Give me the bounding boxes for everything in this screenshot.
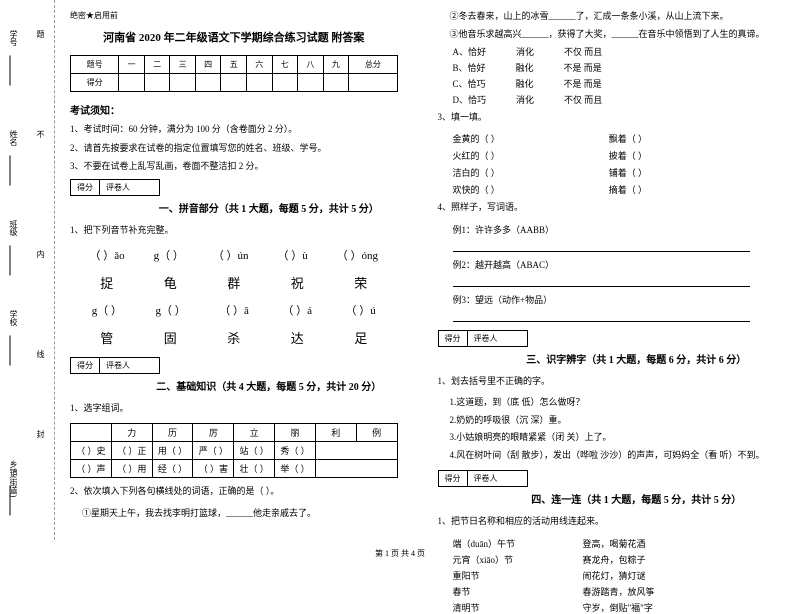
q2-3-stem: 3、填一填。 (438, 110, 766, 124)
connect-pair[interactable]: 重阳节闹花灯，猜灯谜 (453, 569, 766, 582)
sidebar-line (10, 486, 11, 516)
section-4-title: 四、连一连（共 1 大题，每题 5 分，共计 5 分） (508, 491, 766, 506)
grader-person: 评卷人 (100, 180, 136, 195)
notice-title: 考试须知： (70, 102, 398, 117)
grader-box: 得分 评卷人 (438, 470, 528, 487)
grader-box: 得分 评卷人 (70, 357, 160, 374)
notice-item: 1、考试时间：60 分钟，满分为 100 分（含卷面分 2 分）。 (70, 123, 398, 137)
option-b[interactable]: B、恰好融化不是 而是 (453, 61, 766, 74)
char-row-1: 捉 龟 群 祝 荣 (75, 273, 393, 292)
notice-item: 3、不要在试卷上乱写乱画，卷面不整洁扣 2 分。 (70, 160, 398, 174)
page-container: 绝密★启用前 河南省 2020 年二年级语文下学期综合练习试题 附答案 题号 一… (0, 0, 800, 540)
notice-item: 2、请首先按要求在试卷的指定位置填写您的姓名、班级、学号。 (70, 142, 398, 156)
answer-line[interactable] (453, 240, 751, 252)
fill-group: 金黄的（ ） 飘着（ ） 火红的（ ） 披着（ ） 洁白的（ ） 铺着（ ） 欢… (453, 132, 766, 200)
example-1: 例1：许许多多（AABB） (453, 223, 766, 236)
option-d[interactable]: D、恰巧消化不仅 而且 (453, 93, 766, 106)
q3-stem: 1、划去括号里不正确的字。 (438, 374, 766, 388)
connect-pair[interactable]: 春节春游踏青，放风筝 (453, 585, 766, 598)
q3-item[interactable]: 4.风在树叶间（刮 散步），发出（哗啦 沙沙）的声声，可妈妈全（看 听）不到。 (450, 449, 766, 463)
q2-2-line3: ③他音乐求越高兴______，获得了大奖，______在音乐中领悟到了人生的真谛… (450, 28, 766, 42)
q2-2-line2: ②冬去春来，山上的冰雪______了，汇成一条条小溪，从山上流下来。 (450, 10, 766, 24)
q2-1-stem: 1、选字组词。 (70, 401, 398, 415)
exam-title: 河南省 2020 年二年级语文下学期综合练习试题 附答案 (70, 29, 398, 45)
answer-line[interactable] (453, 275, 751, 287)
right-column: ②冬去春来，山上的冰雪______了，汇成一条条小溪，从山上流下来。 ③他音乐求… (418, 10, 781, 540)
option-a[interactable]: A、恰好消化不仅 而且 (453, 45, 766, 58)
sidebar-label-school: 学校 (8, 310, 19, 326)
score-header-row: 题号 一 二 三 四 五 六 七 八 九 总分 (71, 56, 398, 74)
sidebar-line (10, 246, 11, 276)
sidebar-label-name: 姓名 (8, 130, 19, 146)
char-row-2: 管 固 杀 达 足 (75, 328, 393, 347)
q2-4-stem: 4、照样子，写词语。 (438, 200, 766, 214)
q3-item[interactable]: 2.奶奶的呼吸很（沉 深）重。 (450, 414, 766, 428)
secret-label: 绝密★启用前 (70, 10, 398, 21)
example-3: 例3：望远（动作+物品） (453, 293, 766, 306)
answer-line[interactable] (453, 310, 751, 322)
sidebar-mark: 线 (35, 350, 46, 358)
example-2: 例2：越开越高（ABAC） (453, 258, 766, 271)
pinyin-row-1: （ ）ǎo g（ ） （ ）ún （ ）ù （ ）óng (75, 247, 393, 263)
sidebar-label-id: 学号 (8, 30, 19, 46)
sidebar-label-class: 班级 (8, 220, 19, 236)
section-3-title: 三、识字辨字（共 1 大题，每题 6 分，共计 6 分） (508, 351, 766, 366)
sidebar-mark: 封 (35, 430, 46, 438)
q1-stem: 1、把下列音节补充完整。 (70, 223, 398, 237)
q2-2-line1: ①星期天上午，我去找李明打篮球，______他走亲戚去了。 (82, 507, 398, 521)
score-table: 题号 一 二 三 四 五 六 七 八 九 总分 得分 (70, 55, 398, 92)
connect-pair[interactable]: 清明节守岁，倒贴"福"字 (453, 601, 766, 614)
char-select-table: 力 历 厉 立 丽 利 例 （ ）史 （ ）正 用（ ） 严（ ） 站（ ） 秀… (70, 423, 398, 478)
sidebar-mark: 内 (35, 250, 46, 258)
q4-stem: 1、把节日名称和相应的活动用线连起来。 (438, 514, 766, 528)
page-footer: 第 1 页 共 4 页 (0, 548, 800, 559)
sidebar-line (10, 336, 11, 366)
binding-sidebar: 学号 题 姓名 不 班级 内 学校 线 封 乡镇(街道) (0, 0, 55, 540)
sidebar-mark: 题 (35, 30, 46, 38)
sidebar-mark: 不 (35, 130, 46, 138)
pinyin-row-2: g（ ） g（ ） （ ）ā （ ）á （ ）ú (75, 302, 393, 318)
q3-item[interactable]: 3.小姑娘明亮的眼睛紧紧（闭 关）上了。 (450, 431, 766, 445)
left-column: 绝密★启用前 河南省 2020 年二年级语文下学期综合练习试题 附答案 题号 一… (55, 10, 418, 540)
option-c[interactable]: C、恰巧融化不是 而是 (453, 77, 766, 90)
grader-box: 得分 评卷人 (70, 179, 160, 196)
q2-2-stem: 2、依次填入下列各句横线处的词语，正确的是（ ）。 (70, 484, 398, 498)
sidebar-line (10, 56, 11, 86)
grader-box: 得分 评卷人 (438, 330, 528, 347)
q3-item[interactable]: 1.这道题，到（底 低）怎么做呀？ (450, 396, 766, 410)
section-1-title: 一、拼音部分（共 1 大题，每题 5 分，共计 5 分） (140, 200, 398, 215)
grader-score: 得分 (71, 180, 100, 195)
score-value-row: 得分 (71, 74, 398, 92)
sidebar-line (10, 156, 11, 186)
section-2-title: 二、基础知识（共 4 大题，每题 5 分，共计 20 分） (140, 378, 398, 393)
